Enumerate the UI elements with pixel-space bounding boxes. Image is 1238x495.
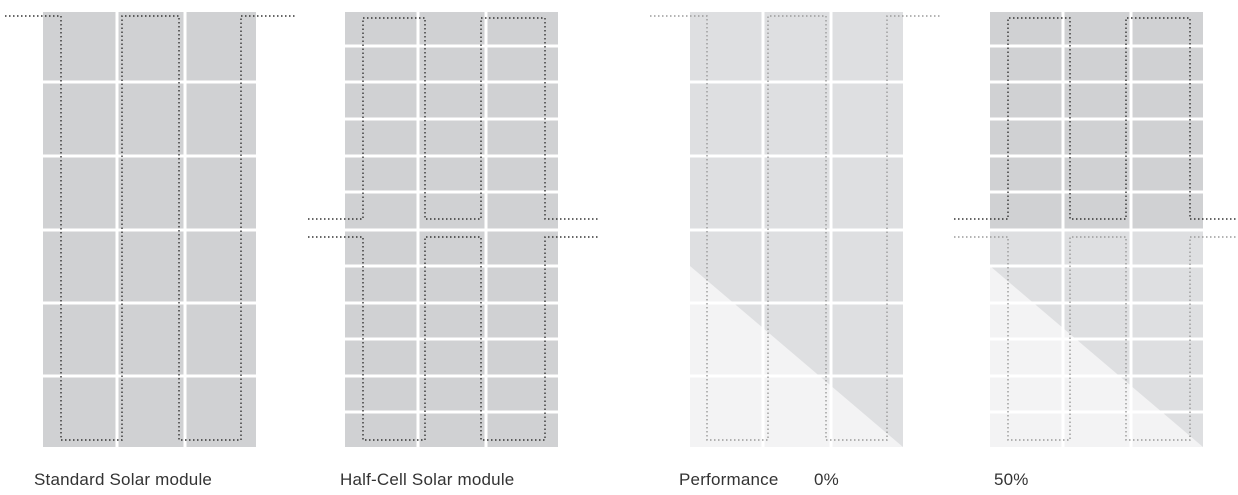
cell-gridlines: [990, 12, 1203, 447]
caption-half-cell-solar-module: Half-Cell Solar module: [340, 470, 515, 489]
caption-performance-0: 0%: [814, 470, 839, 489]
half-cell-solar-module: [308, 12, 600, 447]
caption-standard-solar-module: Standard Solar module: [34, 470, 213, 489]
string-wiring-bottom: [308, 236, 600, 441]
cell-gridlines: [345, 12, 558, 447]
standard-solar-module: [5, 12, 297, 447]
shade-area: [990, 266, 1203, 447]
shade-area: [690, 266, 903, 447]
module-panel-top-half: [990, 12, 1203, 230]
cell-gridlines: [690, 12, 903, 447]
caption-performance-50: 50%: [994, 470, 1029, 489]
string-wiring: [650, 15, 942, 441]
caption-performance: Performance: [679, 470, 779, 489]
cell-gridlines: [43, 12, 256, 447]
string-wiring: [5, 15, 297, 441]
performance-50-module: [954, 12, 1236, 447]
string-wiring-top: [308, 17, 600, 220]
performance-0-module: [650, 12, 942, 447]
